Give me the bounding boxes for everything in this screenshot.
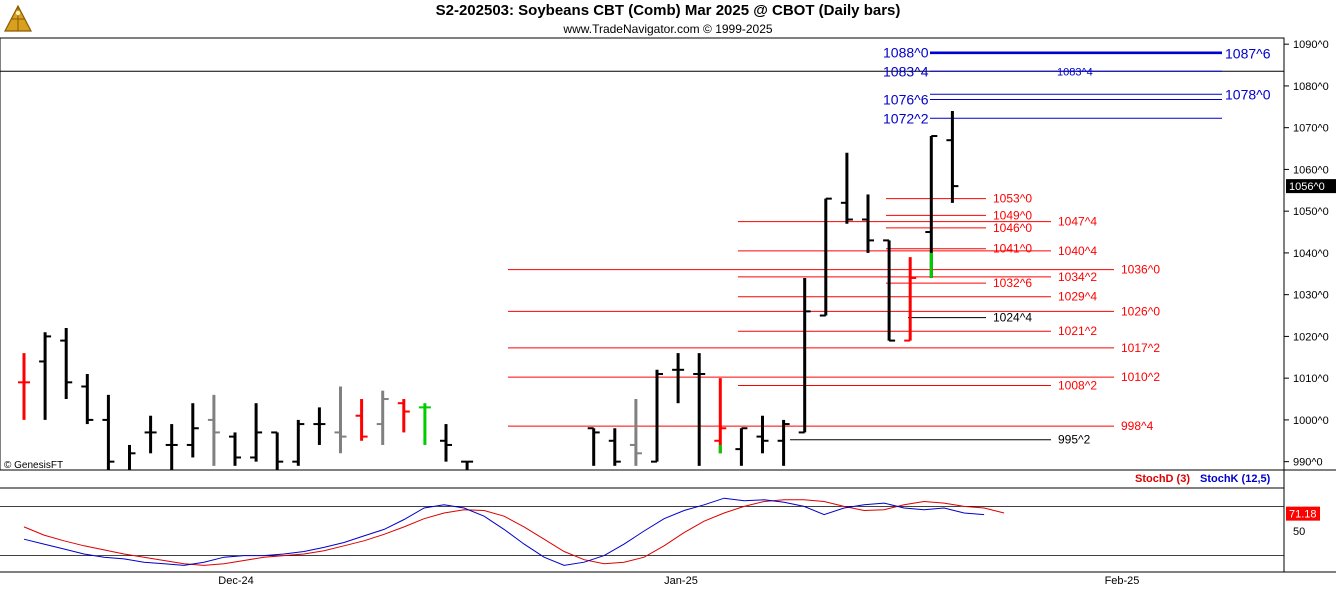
level-label: 1053^0: [993, 192, 1032, 206]
ohlc-bars: [18, 110, 959, 470]
level-label: 1021^2: [1058, 324, 1097, 338]
ohlc-bar: [862, 194, 874, 253]
ohlc-bar: [840, 152, 853, 224]
time-axis-label: Jan-25: [664, 575, 698, 587]
price-tick-label: 1030^0: [1293, 290, 1329, 302]
level-label: 1017^2: [1121, 341, 1160, 355]
stoch-k-line: [23, 497, 985, 566]
stoch-last-value: 71.18: [1289, 509, 1317, 521]
price-axis: 990^0 1000^0 1010^0 1020^0 1030^0 1040^0 1050^…: [1284, 39, 1336, 469]
ohlc-bar: [798, 277, 811, 434]
ohlc-bar: [207, 394, 220, 466]
ohlc-bar: [651, 369, 663, 463]
time-axis-label: Feb-25: [1105, 575, 1140, 587]
ohlc-bar: [756, 415, 769, 454]
level-label: 1076^6: [883, 91, 929, 107]
stoch-d-legend: StochD (3): [1135, 473, 1190, 485]
ohlc-bar: [376, 390, 389, 445]
time-axis: Dec-24 Jan-25 Feb-25: [218, 575, 1139, 587]
level-label: 1032^6: [993, 276, 1032, 290]
ohlc-bar: [714, 378, 727, 454]
ohlc-bar: [334, 386, 347, 454]
ohlc-bar: [672, 353, 685, 404]
level-label: 1087^6: [1225, 46, 1271, 62]
price-tick-label: 990^0: [1293, 457, 1323, 469]
ohlc-bar: [144, 415, 157, 454]
ohlc-bar: [819, 197, 832, 317]
ohlc-bar: [904, 257, 917, 342]
stochastic-panel: StochD (3) StochK (12,5) 71.18 50: [0, 473, 1320, 566]
level-label: 1083^4: [1057, 66, 1093, 78]
last-price-box: [1286, 179, 1336, 194]
price-tick-label: 1090^0: [1293, 39, 1329, 51]
ohlc-bar: [313, 407, 326, 445]
ohlc-bar: [883, 239, 896, 342]
last-price-label: 1056^0: [1289, 181, 1325, 193]
level-label: 1008^2: [1058, 378, 1097, 392]
ohlc-bar: [587, 427, 600, 466]
ohlc-bar: [693, 353, 706, 466]
ohlc-bar: [271, 431, 284, 470]
level-label: 1046^0: [993, 221, 1032, 235]
stoch-last-value-box: [1286, 506, 1320, 521]
time-axis-label: Dec-24: [218, 575, 253, 587]
chart-header: S2-202503: Soybeans CBT (Comb) Mar 2025 …: [0, 0, 1336, 38]
ohlc-bar: [777, 419, 790, 466]
level-label: 1049^0: [993, 208, 1032, 222]
watermark-text: © GenesisFT: [4, 460, 63, 471]
level-label: 1088^0: [883, 45, 929, 61]
ohlc-bar: [60, 328, 73, 400]
price-tick-label: 1040^0: [1293, 248, 1329, 260]
chart-title: S2-202503: Soybeans CBT (Comb) Mar 2025 …: [435, 2, 901, 19]
ohlc-bar: [946, 110, 959, 203]
ohlc-bar: [128, 444, 136, 470]
ohlc-bar: [18, 353, 30, 420]
level-label: 1024^4: [993, 311, 1032, 325]
price-tick-label: 1020^0: [1293, 331, 1329, 343]
ohlc-bar: [81, 373, 94, 425]
level-label: 1034^2: [1058, 270, 1097, 284]
level-label: 1047^4: [1058, 215, 1097, 229]
chart-subtitle: www.TradeNavigator.com © 1999-2025: [563, 22, 773, 36]
price-tick-label: 1010^0: [1293, 373, 1329, 385]
ohlc-bar: [229, 432, 241, 466]
level-label: 995^2: [1058, 433, 1091, 447]
level-label: 1041^0: [993, 242, 1032, 256]
level-label: 1036^0: [1121, 263, 1160, 277]
level-label: 1029^4: [1058, 290, 1097, 304]
ohlc-bar: [39, 332, 52, 420]
stoch-d-line: [23, 499, 1005, 566]
ohlc-bar: [608, 428, 621, 466]
level-label: 1026^0: [1121, 304, 1160, 318]
price-tick-label: 1080^0: [1293, 81, 1329, 93]
level-label: 1040^4: [1058, 244, 1097, 258]
ohlc-bar: [102, 394, 115, 470]
price-tick-label: 1060^0: [1293, 164, 1329, 176]
ohlc-bar: [165, 424, 178, 470]
level-label: 998^4: [1121, 419, 1154, 433]
ohlc-bar: [629, 399, 642, 466]
level-label: 1072^2: [883, 110, 929, 126]
ohlc-bar: [440, 424, 452, 462]
stoch-k-legend: StochK (12,5): [1200, 473, 1271, 485]
ohlc-bar: [418, 403, 431, 445]
ohlc-bar: [186, 403, 199, 458]
price-tick-label: 1070^0: [1293, 123, 1329, 135]
price-tick-label: 1050^0: [1293, 206, 1329, 218]
price-levels: 1088^0 1087^6 1083^4 1083^4 1076^6 1078^0 1072…: [508, 45, 1271, 447]
stoch-axis-label: 50: [1293, 526, 1305, 538]
ohlc-bar: [355, 399, 368, 441]
ohlc-bar: [461, 460, 474, 470]
level-label: 1010^2: [1121, 370, 1160, 384]
chart-frame: [0, 37, 1336, 573]
level-label: 1083^4: [883, 63, 929, 79]
ohlc-bar: [735, 427, 748, 466]
ohlc-bar: [292, 419, 305, 466]
ohlc-bar: [250, 403, 263, 462]
level-label: 1078^0: [1225, 86, 1271, 102]
price-tick-label: 1000^0: [1293, 415, 1329, 427]
ohlc-bar: [397, 399, 410, 433]
golden-pyramid-logo-icon: [2, 3, 34, 35]
